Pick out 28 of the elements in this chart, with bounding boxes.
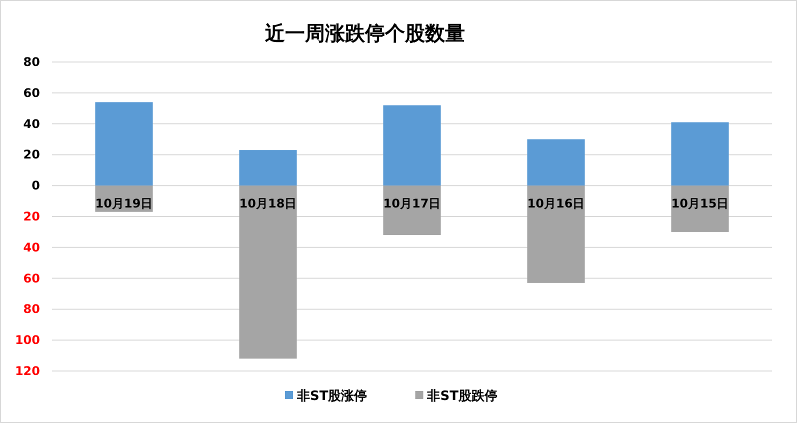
y-tick-label: 100: [14, 333, 40, 348]
x-tick-label: 10月19日: [95, 196, 153, 211]
y-tick-label: 20: [23, 148, 40, 162]
bar: [527, 139, 585, 186]
y-tick-label: 40: [23, 240, 40, 254]
bar: [527, 186, 585, 283]
y-tick-label: 0: [32, 178, 40, 193]
y-tick-label: 60: [23, 271, 40, 286]
legend-label: 非ST股涨停: [296, 389, 368, 404]
chart-title: 近一周涨跌停个股数量: [264, 21, 465, 45]
y-tick-label: 60: [23, 86, 40, 100]
y-tick-label: 120: [14, 364, 40, 378]
bar: [383, 105, 441, 186]
x-tick-label: 10月16日: [527, 196, 585, 211]
y-tick-label: 80: [23, 55, 40, 69]
bar: [671, 186, 729, 232]
y-tick-label: 20: [23, 210, 40, 224]
legend-label: 非ST股跌停: [426, 389, 498, 404]
x-tick-label: 10月17日: [383, 196, 441, 211]
bar: [239, 186, 297, 359]
bar: [95, 102, 153, 186]
y-tick-label: 40: [23, 116, 40, 131]
bar: [239, 150, 297, 186]
bar: [383, 186, 441, 236]
x-tick-label: 10月18日: [239, 196, 297, 211]
bar: [671, 122, 729, 186]
x-tick-label: 10月15日: [671, 196, 729, 211]
y-tick-label: 80: [23, 302, 40, 316]
